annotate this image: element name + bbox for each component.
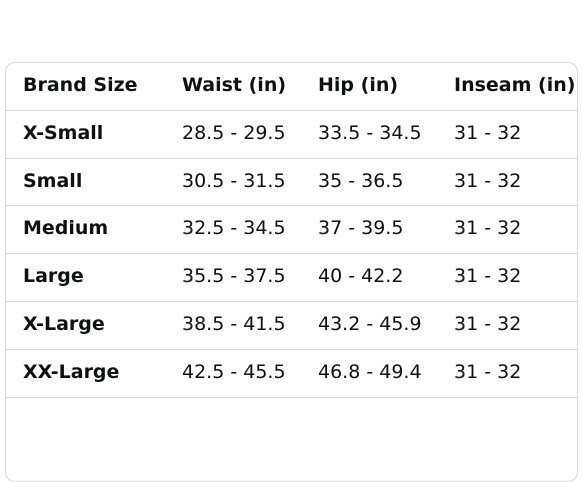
table-cell: 40 - 42.2 — [318, 265, 404, 288]
table-cell: Medium — [23, 217, 109, 240]
table-cell: 35.5 - 37.5 — [182, 265, 286, 288]
table-cell: 31 - 32 — [454, 169, 522, 192]
table-cell: 31 - 32 — [454, 265, 522, 288]
size-table: Brand Size Waist (in) Hip (in) Inseam (in) X… — [5, 62, 578, 482]
table-cell: 43.2 - 45.9 — [318, 313, 422, 335]
table-cell: 31 - 32 — [454, 313, 522, 335]
table-cell: Large — [23, 265, 84, 288]
header-row: Brand Size Waist (in) Hip (in) Inseam (in) — [6, 63, 577, 111]
table-cell: 31 - 32 — [454, 217, 522, 240]
table-row: Large 35.5 - 37.5 40 - 42.2 31 - 32 — [6, 254, 577, 302]
header-cell: Brand Size — [23, 74, 138, 96]
header-cell: Hip (in) — [318, 74, 399, 96]
header-cell: Waist (in) — [182, 74, 287, 96]
table-cell: 46.8 - 49.4 — [318, 360, 422, 383]
table-cell: 31 - 32 — [454, 121, 522, 144]
header-cell: Inseam (in) — [454, 74, 576, 96]
table-row: XX-Large 42.5 - 45.5 46.8 - 49.4 31 - 32 — [6, 350, 577, 398]
table-cell: 30.5 - 31.5 — [182, 169, 286, 192]
table-cell: Small — [23, 169, 83, 192]
table-cell: X-Small — [23, 121, 104, 144]
table-cell: 37 - 39.5 — [318, 217, 404, 240]
page: {"table": { "header": ["Brand Size", "Wa… — [5, 62, 578, 482]
table-cell: 31 - 32 — [454, 360, 522, 383]
table-cell: 32.5 - 34.5 — [182, 217, 286, 240]
table-cell: 33.5 - 34.5 — [318, 121, 422, 144]
table-row: X-Small 28.5 - 29.5 33.5 - 34.5 31 - 32 — [6, 111, 577, 159]
table-cell: 35 - 36.5 — [318, 169, 404, 192]
table-row: Medium 32.5 - 34.5 37 - 39.5 31 - 32 — [6, 206, 577, 255]
table-cell: 38.5 - 41.5 — [182, 313, 286, 335]
table-row: X-Large 38.5 - 41.5 43.2 - 45.9 31 - 32 — [6, 302, 577, 350]
table-row: Small 30.5 - 31.5 35 - 36.5 31 - 32 — [6, 159, 577, 207]
table-cell: XX-Large — [23, 360, 120, 383]
table-cell: 42.5 - 45.5 — [182, 360, 286, 383]
table-cell: X-Large — [23, 313, 105, 335]
table-cell: 28.5 - 29.5 — [182, 121, 286, 144]
